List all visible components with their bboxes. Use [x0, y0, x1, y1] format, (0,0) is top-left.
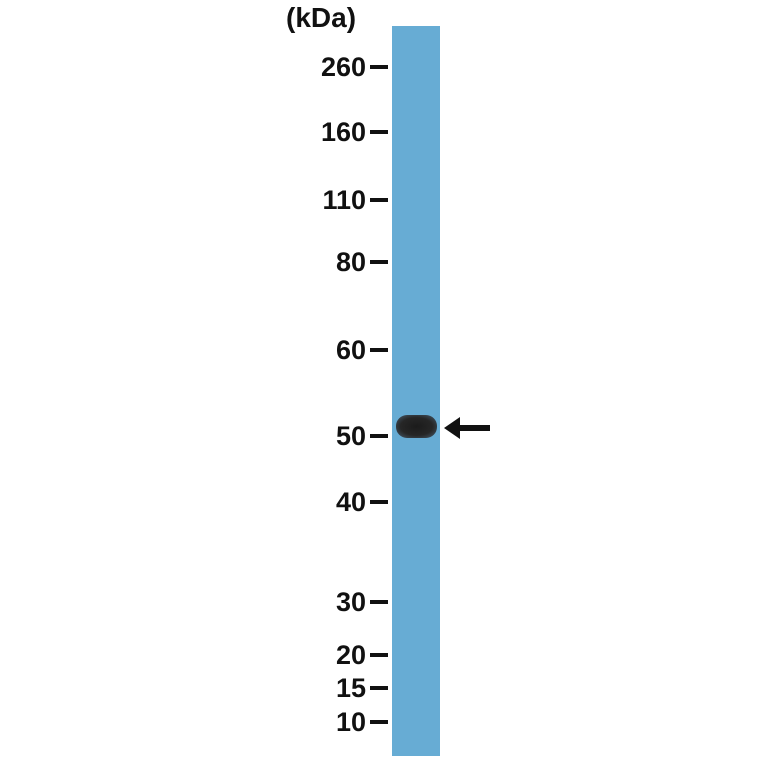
marker-tick	[370, 653, 388, 657]
marker-label: 40	[335, 487, 366, 517]
marker-60: 60	[250, 335, 390, 365]
marker-label: 20	[335, 640, 366, 670]
marker-label: 10	[335, 707, 366, 737]
marker-label: 110	[322, 185, 366, 215]
marker-15: 15	[250, 673, 390, 703]
marker-tick	[370, 260, 388, 264]
marker-10: 10	[250, 707, 390, 737]
marker-tick	[370, 600, 388, 604]
marker-label: 80	[335, 247, 366, 277]
blot-lane	[392, 26, 440, 756]
marker-tick	[370, 434, 388, 438]
marker-label: 50	[335, 421, 366, 451]
marker-tick	[370, 130, 388, 134]
marker-label: 30	[335, 587, 366, 617]
marker-label: 260	[320, 52, 366, 82]
marker-tick	[370, 720, 388, 724]
marker-110: 110	[250, 185, 390, 215]
marker-40: 40	[250, 487, 390, 517]
marker-260: 260	[250, 52, 390, 82]
marker-tick	[370, 198, 388, 202]
marker-tick	[370, 65, 388, 69]
marker-label: 60	[335, 335, 366, 365]
arrow-left-icon	[444, 417, 490, 439]
marker-tick	[370, 686, 388, 690]
marker-80: 80	[250, 247, 390, 277]
marker-tick	[370, 500, 388, 504]
marker-label: 15	[335, 673, 366, 703]
marker-160: 160	[250, 117, 390, 147]
marker-tick	[370, 348, 388, 352]
marker-50: 50	[250, 421, 390, 451]
marker-30: 30	[250, 587, 390, 617]
marker-label: 160	[320, 117, 366, 147]
unit-label: (kDa)	[286, 2, 357, 33]
marker-20: 20	[250, 640, 390, 670]
protein-band	[396, 415, 437, 438]
